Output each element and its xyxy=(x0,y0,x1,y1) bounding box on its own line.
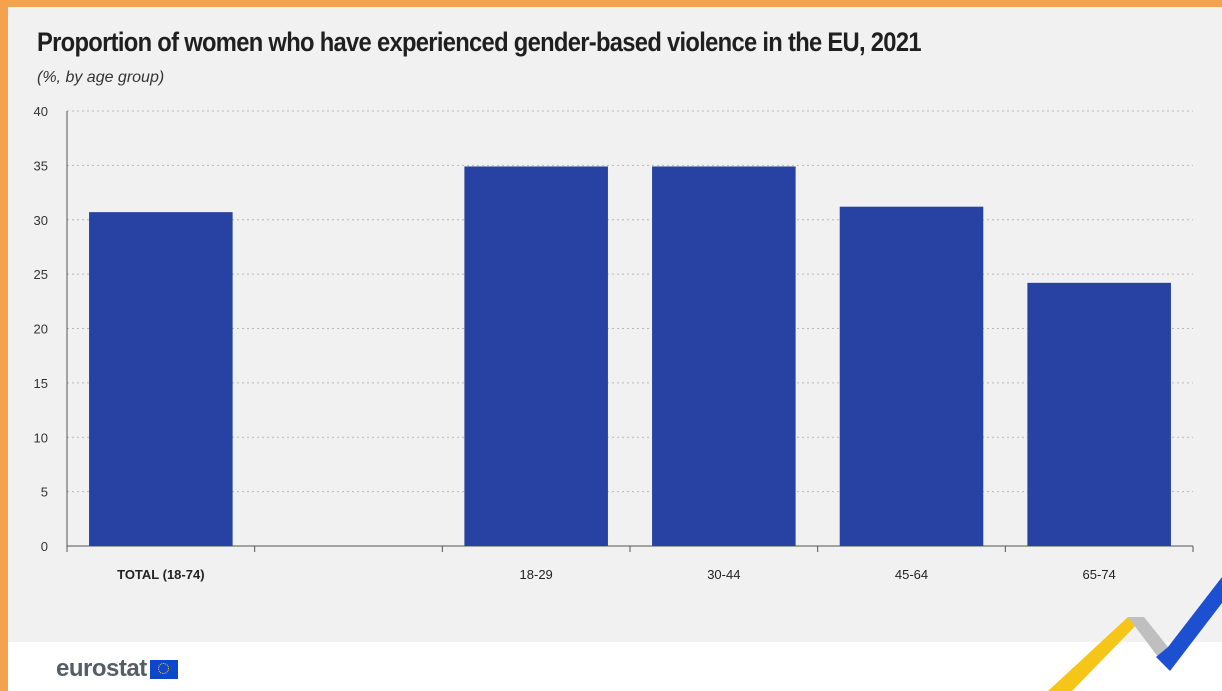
y-tick-label: 25 xyxy=(34,267,48,282)
bar xyxy=(1027,282,1171,546)
bar xyxy=(839,206,984,546)
y-tick-label: 30 xyxy=(34,213,48,228)
y-tick-label: 10 xyxy=(34,430,48,445)
bar xyxy=(652,166,796,546)
bar xyxy=(89,212,233,546)
y-tick-label: 0 xyxy=(41,539,48,554)
logo-text: eurostat xyxy=(56,655,147,682)
footer: eurostat xyxy=(8,642,1222,691)
y-tick-label: 20 xyxy=(34,322,48,337)
y-tick-label: 15 xyxy=(34,376,48,391)
eurostat-swoosh-icon xyxy=(1048,577,1222,691)
eurostat-logo: eurostat xyxy=(56,655,178,683)
eu-flag-icon xyxy=(149,659,178,679)
bar xyxy=(464,166,608,546)
x-tick-label: 30-44 xyxy=(707,567,740,582)
x-tick-label: 65-74 xyxy=(1083,567,1116,582)
y-tick-label: 40 xyxy=(34,104,48,119)
x-tick-label: 45-64 xyxy=(895,567,928,582)
x-tick-label: TOTAL (18-74) xyxy=(117,567,204,582)
chart-subtitle: (%, by age group) xyxy=(37,69,165,86)
y-tick-label: 5 xyxy=(41,485,48,500)
x-tick-label: 18-29 xyxy=(520,567,553,582)
y-tick-label: 35 xyxy=(34,158,48,173)
chart-frame: Proportion of women who have experienced… xyxy=(8,7,1222,691)
bar-chart: 0 5 10 15 20 25 30 35 40 TOTAL (18-74) 18-29 30-44 4… xyxy=(34,104,1194,582)
chart-title: Proportion of women who have experienced… xyxy=(37,27,922,57)
